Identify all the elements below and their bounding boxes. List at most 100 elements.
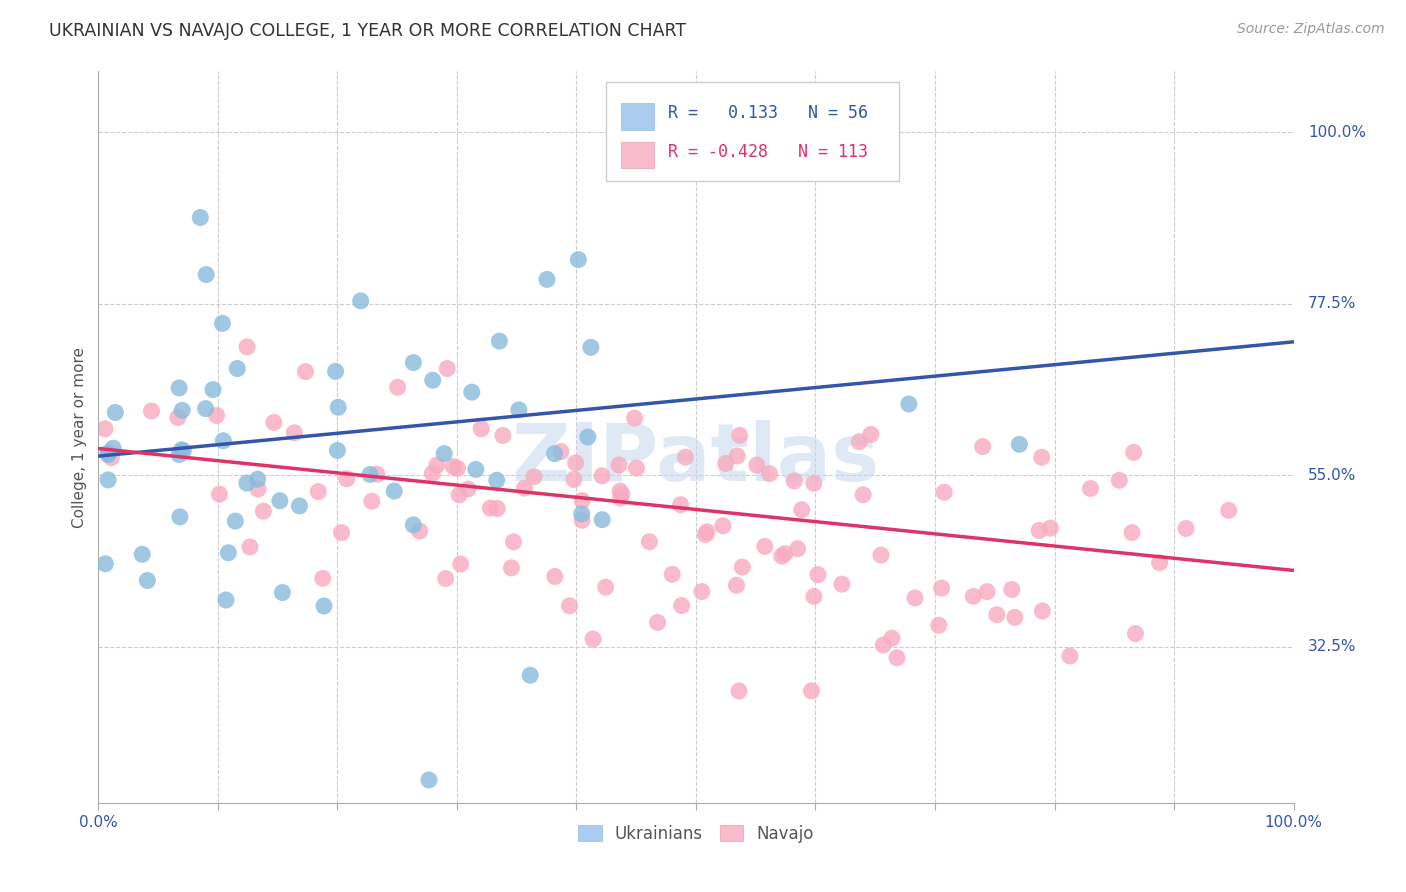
Point <box>758 467 780 481</box>
Point <box>934 485 956 500</box>
Point <box>696 524 718 539</box>
Point <box>1122 445 1144 459</box>
Point <box>673 450 696 465</box>
Point <box>470 422 492 436</box>
Point <box>831 577 853 591</box>
Point <box>1149 556 1171 570</box>
Point <box>436 361 458 376</box>
Point <box>1008 437 1031 451</box>
Text: R = -0.428   N = 113: R = -0.428 N = 113 <box>668 143 869 161</box>
Text: UKRAINIAN VS NAVAJO COLLEGE, 1 YEAR OR MORE CORRELATION CHART: UKRAINIAN VS NAVAJO COLLEGE, 1 YEAR OR M… <box>49 22 686 40</box>
Point <box>870 548 893 562</box>
Point <box>247 482 270 496</box>
Point <box>172 403 194 417</box>
Point <box>202 383 225 397</box>
Point <box>638 534 661 549</box>
Point <box>647 615 669 630</box>
Point <box>236 476 259 491</box>
Point <box>195 268 218 282</box>
Text: R =   0.133   N = 56: R = 0.133 N = 56 <box>668 104 869 122</box>
Point <box>1031 604 1053 618</box>
Point <box>550 444 572 458</box>
Point <box>97 473 120 487</box>
Point <box>169 509 191 524</box>
Point <box>1080 482 1102 496</box>
Point <box>1125 626 1147 640</box>
Point <box>725 578 748 592</box>
Point <box>931 581 953 595</box>
Point <box>501 561 523 575</box>
Point <box>728 428 751 442</box>
Point <box>904 591 927 605</box>
Legend: Ukrainians, Navajo: Ukrainians, Navajo <box>572 818 820 849</box>
Point <box>571 493 593 508</box>
Point <box>217 546 239 560</box>
Point <box>457 482 479 496</box>
Point <box>1028 524 1050 538</box>
Point <box>513 481 536 495</box>
Point <box>486 501 509 516</box>
Point <box>976 584 998 599</box>
Point <box>402 355 425 369</box>
Point <box>714 457 737 471</box>
Point <box>576 430 599 444</box>
Point <box>773 547 796 561</box>
Point <box>294 365 316 379</box>
Point <box>224 514 246 528</box>
Point <box>336 472 359 486</box>
Point <box>288 499 311 513</box>
Point <box>446 461 468 475</box>
Point <box>226 361 249 376</box>
Point <box>450 557 472 571</box>
Point <box>325 364 347 378</box>
Point <box>897 397 920 411</box>
Point <box>562 472 585 486</box>
Point <box>360 494 382 508</box>
Point <box>880 632 903 646</box>
Point <box>872 638 894 652</box>
Point <box>591 468 613 483</box>
Point <box>215 593 238 607</box>
Point <box>408 524 430 538</box>
Point <box>595 580 617 594</box>
Point <box>269 493 291 508</box>
Point <box>558 599 581 613</box>
Point <box>591 513 613 527</box>
Point <box>695 527 717 541</box>
Point <box>167 381 190 395</box>
Point <box>422 373 444 387</box>
Point <box>543 447 565 461</box>
Point <box>271 585 294 599</box>
Point <box>326 443 349 458</box>
Point <box>1108 474 1130 488</box>
Point <box>1059 648 1081 663</box>
Point <box>330 525 353 540</box>
Point <box>972 440 994 454</box>
Point <box>661 567 683 582</box>
Point <box>194 401 217 416</box>
Point <box>312 599 335 613</box>
Point <box>312 571 335 585</box>
Point <box>848 434 870 449</box>
Point <box>770 549 793 563</box>
Point <box>1004 610 1026 624</box>
Point <box>492 428 515 442</box>
Point <box>1175 521 1198 535</box>
Point <box>100 450 122 465</box>
Point <box>711 518 734 533</box>
Point <box>1121 525 1143 540</box>
Text: 55.0%: 55.0% <box>1308 467 1357 483</box>
Point <box>519 668 541 682</box>
Point <box>607 458 630 472</box>
FancyBboxPatch shape <box>620 142 654 169</box>
Point <box>610 487 633 501</box>
Point <box>669 498 692 512</box>
Point <box>502 535 524 549</box>
Point <box>786 541 808 556</box>
Point <box>449 488 471 502</box>
Point <box>544 569 567 583</box>
Point <box>886 650 908 665</box>
Point <box>626 461 648 475</box>
Point <box>485 473 508 487</box>
Point <box>571 507 593 521</box>
